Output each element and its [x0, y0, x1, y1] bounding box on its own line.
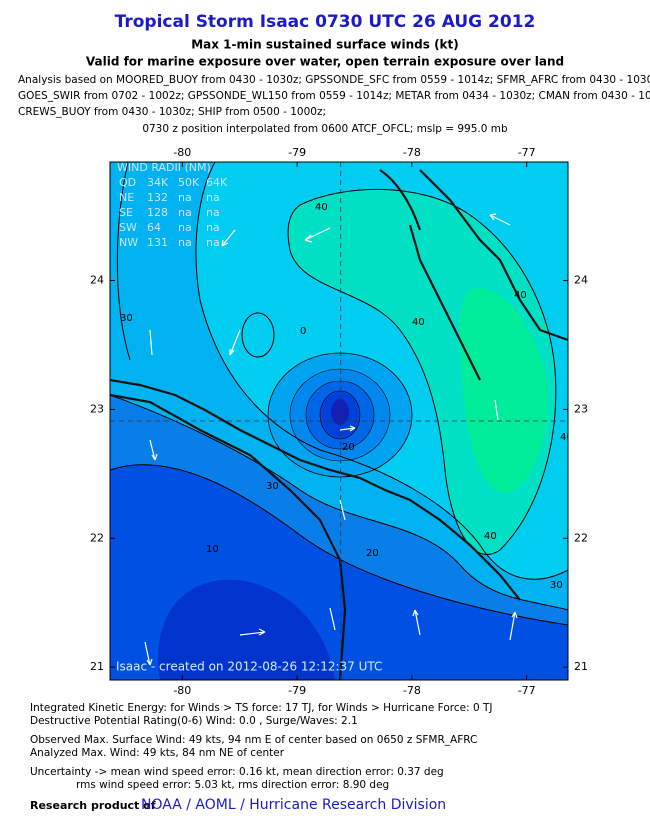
y-tick-label: 23 — [574, 402, 588, 415]
y-tick-label: 22 — [574, 531, 588, 544]
y-tick-label: 24 — [574, 274, 588, 287]
contour-label: 10 — [206, 544, 219, 555]
table-header: 64K — [206, 176, 228, 189]
wind-radii-table: WIND RADII (NM) QD 34K 50K 64K NE 132 na na SE 12… — [117, 161, 228, 249]
coastline — [110, 169, 568, 680]
contour-label: 30 — [550, 580, 563, 591]
table-cell: na — [206, 206, 220, 219]
x-tick-label: -79 — [288, 684, 306, 697]
analysis-line: GOES_SWIR from 0702 - 1002z; GPSSONDE_WL… — [18, 90, 650, 102]
footer-line: Integrated Kinetic Energy: for Winds > T… — [30, 702, 492, 714]
table-cell: na — [206, 191, 220, 204]
contour-label: 40 — [514, 290, 527, 301]
org-name: NOAA / AOML / Hurricane Research Divisio… — [141, 797, 446, 813]
x-tick-label: -80 — [173, 684, 191, 697]
x-tick-label: -78 — [403, 146, 421, 159]
table-header: QD — [119, 176, 136, 189]
y-tick-label: 22 — [90, 531, 104, 544]
table-cell: 64 — [147, 221, 161, 234]
contour-label: 20 — [342, 442, 355, 453]
table-header: 34K — [147, 176, 169, 189]
table-cell: na — [178, 221, 192, 234]
table-cell: 128 — [147, 206, 168, 219]
research-label: Research product of — [30, 799, 156, 812]
contour-label: 40 — [315, 202, 328, 213]
table-header: 50K — [178, 176, 200, 189]
y-tick-label: 24 — [90, 274, 104, 287]
x-tick-label: -80 — [173, 146, 191, 159]
contour-label: 30 — [266, 481, 279, 492]
y-tick-label: 21 — [90, 660, 104, 673]
table-cell: na — [178, 191, 192, 204]
table-cell: na — [206, 221, 220, 234]
table-cell: SE — [119, 206, 133, 219]
field — [331, 399, 349, 425]
subtitle: Valid for marine exposure over water, op… — [86, 55, 564, 69]
footer-line: Uncertainty -> mean wind speed error: 0.… — [30, 766, 444, 778]
contour-label: 30 — [120, 313, 133, 324]
credit: Isaac - created on 2012-08-26 12:12:37 U… — [116, 660, 382, 674]
table-cell: 131 — [147, 236, 168, 249]
axes: -80 -80 -79 -79 -78 -78 -77 -77 21 21 22 22 23 23 24 24 — [90, 146, 588, 697]
subtitle: Max 1-min sustained surface winds (kt) — [191, 38, 459, 52]
y-tick-label: 23 — [90, 402, 104, 415]
table-title: WIND RADII (NM) — [117, 161, 211, 174]
contour-labels: 40 40 40 40 40 30 30 30 20 20 10 0 — [120, 202, 573, 591]
table-cell: na — [178, 236, 192, 249]
x-tick-label: -77 — [518, 146, 536, 159]
wind-vectors — [144, 213, 518, 666]
contour-label: 40 — [560, 432, 573, 443]
table-cell: SW — [119, 221, 137, 234]
footer-line: Observed Max. Surface Wind: 49 kts, 94 n… — [30, 734, 477, 746]
contours — [110, 162, 568, 626]
field — [158, 579, 335, 680]
x-tick-label: -79 — [288, 146, 306, 159]
contour-label: 40 — [412, 317, 425, 328]
table-cell: na — [206, 236, 220, 249]
analysis-line: Analysis based on MOORED_BUOY from 0430 … — [18, 74, 650, 86]
contour-label: 0 — [300, 326, 306, 337]
center — [110, 162, 568, 680]
contour-label: 20 — [366, 548, 379, 559]
x-tick-label: -78 — [403, 684, 421, 697]
table-cell: NE — [119, 191, 134, 204]
analysis-line: CREWS_BUOY from 0430 - 1030z; SHIP from … — [18, 106, 326, 118]
table-cell: 132 — [147, 191, 168, 204]
table-cell: na — [178, 206, 192, 219]
footer: Integrated Kinetic Energy: for Winds > T… — [30, 702, 492, 791]
field — [460, 288, 549, 493]
y-tick-label: 21 — [574, 660, 588, 673]
map-frame — [109, 161, 569, 681]
footer-line: Analyzed Max. Wind: 49 kts, 84 nm NE of … — [30, 747, 285, 759]
contour-label: 40 — [484, 531, 497, 542]
position-note: 0730 z position interpolated from 0600 A… — [142, 123, 508, 135]
footer-line: Destructive Potential Rating(0-6) Wind: … — [30, 715, 358, 727]
x-tick-label: -77 — [518, 684, 536, 697]
map: 40 40 40 40 40 30 30 30 20 20 10 0 Isaac… — [110, 161, 573, 680]
analysis-notes: Analysis based on MOORED_BUOY from 0430 … — [18, 74, 650, 118]
title: Tropical Storm Isaac 0730 UTC 26 AUG 201… — [115, 12, 536, 32]
footer-line: rms wind speed error: 5.03 kt, rms direc… — [76, 779, 389, 791]
table-cell: NW — [119, 236, 138, 249]
